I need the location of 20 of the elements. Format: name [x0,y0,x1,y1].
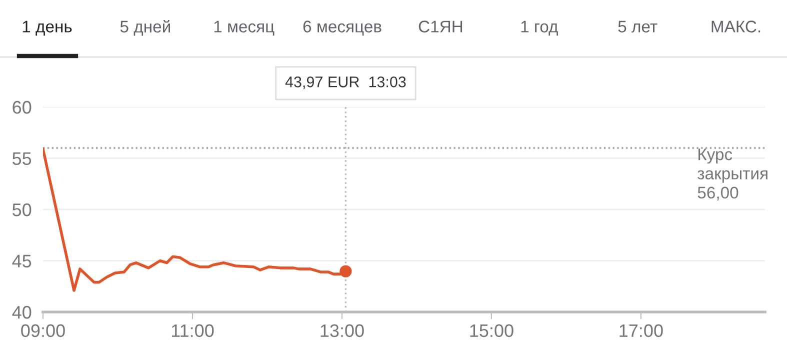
text: 5 лет [618,20,658,32]
x-tick-label: 17:00 [620,324,663,338]
text: 43,97 EUR 13:03 [285,76,406,90]
x-tick-label: 13:00 [320,324,364,338]
text: С1ЯН [418,20,462,32]
y-tick-label: 45 [12,254,32,268]
text: 5 дней [120,20,170,36]
x-tick-label: 15:00 [470,324,514,338]
y-tick-label: 60 [12,100,32,114]
text: МАКС. [712,20,760,32]
y-tick-label: 55 [12,152,32,165]
text: 1 год [521,20,558,36]
text: 6 месяцев [303,20,382,36]
x-tick-label: 11:00 [172,324,214,338]
y-tick-label: 50 [12,203,32,216]
y-tick-label: 40 [12,306,32,319]
text: 1 месяц [214,20,274,36]
text: 1 день [22,20,72,36]
x-tick-label: 09:00 [21,324,65,338]
ref-line-label: Курс закрытия 56,00 [698,148,768,201]
